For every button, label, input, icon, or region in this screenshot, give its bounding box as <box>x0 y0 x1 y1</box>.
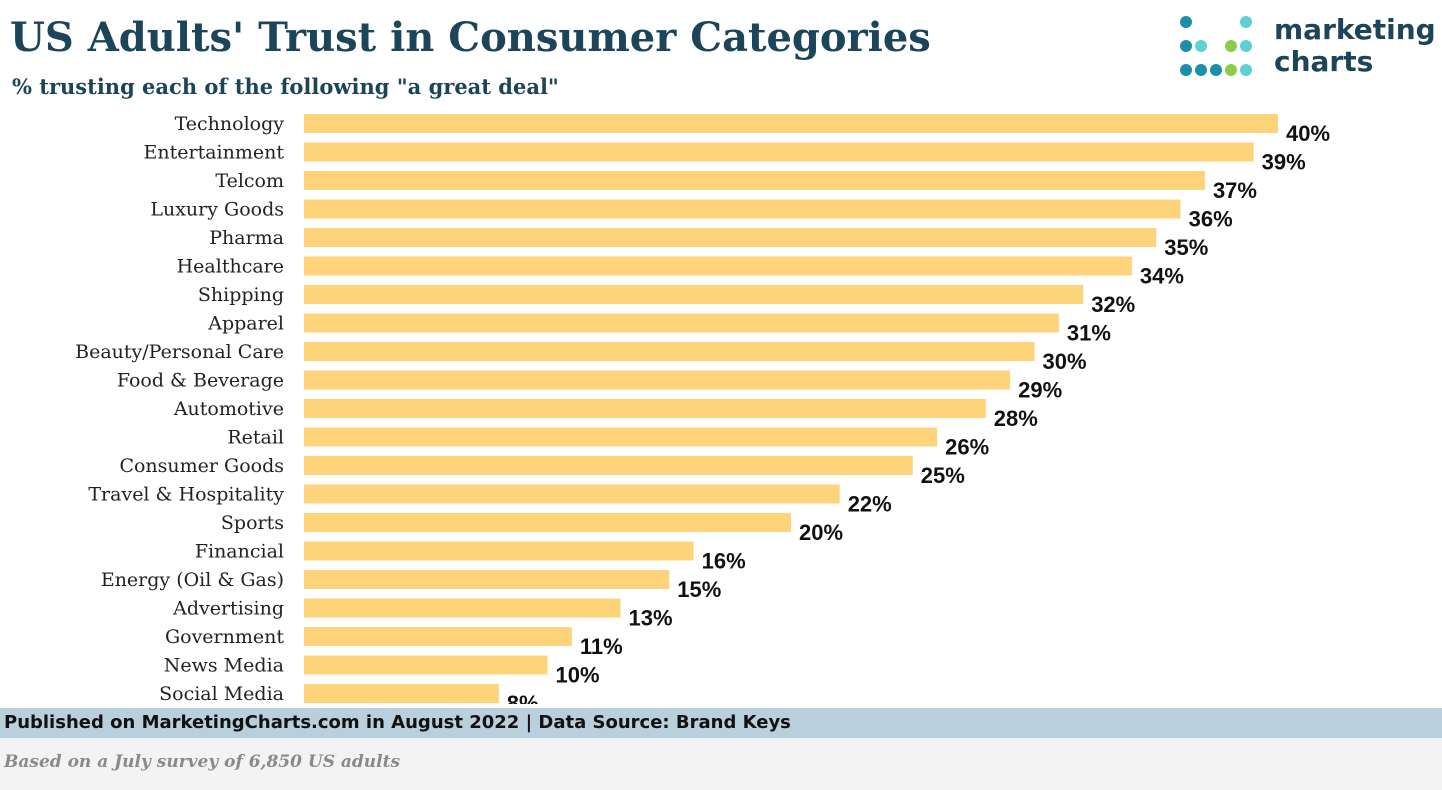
category-label: Entertainment <box>144 142 285 164</box>
bar <box>304 256 1132 276</box>
value-label: 39% <box>1262 150 1306 175</box>
category-label: Apparel <box>207 313 284 335</box>
category-label: Advertising <box>172 598 284 620</box>
category-label: Telcom <box>215 170 284 192</box>
category-label: Pharma <box>209 227 284 249</box>
logo-dot <box>1195 64 1207 76</box>
survey-note: Based on a July survey of 6,850 US adult… <box>4 752 401 772</box>
category-label: Technology <box>175 113 285 135</box>
logo-line1: marketing <box>1274 13 1436 46</box>
logo-dot <box>1180 64 1192 76</box>
value-label: 13% <box>629 606 673 631</box>
bar <box>304 114 1278 133</box>
bar <box>304 399 986 418</box>
bar <box>304 456 913 475</box>
value-label: 28% <box>994 406 1038 431</box>
bar <box>304 171 1205 190</box>
logo-dot <box>1240 16 1252 28</box>
logo-dot <box>1195 40 1207 52</box>
bar <box>304 541 694 561</box>
bar <box>304 484 840 504</box>
value-label: 36% <box>1189 207 1233 232</box>
logo-dot <box>1225 40 1237 52</box>
value-label: 22% <box>848 492 892 517</box>
category-label: Luxury Goods <box>150 199 284 221</box>
value-label: 20% <box>799 520 843 545</box>
value-label: 11% <box>580 634 623 659</box>
bar <box>304 513 791 532</box>
bar-chart: Technology 40% Entertainment 39% Telcom 37% Lu… <box>75 113 1330 704</box>
bar <box>304 228 1157 247</box>
category-label: Financial <box>195 541 284 563</box>
category-label: Automotive <box>173 398 284 420</box>
note-area: Based on a July survey of 6,850 US adult… <box>0 738 1442 790</box>
value-label: 30% <box>1043 349 1087 374</box>
category-label: Government <box>165 626 284 648</box>
bar <box>304 285 1084 304</box>
bar <box>304 598 621 618</box>
value-label: 8% <box>507 691 539 704</box>
bar <box>304 684 499 703</box>
category-label: Energy (Oil & Gas) <box>101 569 284 591</box>
category-label: Beauty/Personal Care <box>75 341 284 363</box>
category-label: Sports <box>221 512 284 534</box>
bar <box>304 370 1011 390</box>
logo-dot <box>1210 64 1222 76</box>
bar <box>304 427 938 447</box>
logo-dot <box>1180 16 1192 28</box>
value-label: 25% <box>921 463 965 488</box>
logo-text: marketing charts <box>1274 14 1436 78</box>
category-label: Retail <box>227 427 284 449</box>
marketing-charts-logo[interactable]: marketing charts <box>1178 14 1440 86</box>
logo-dot <box>1240 40 1252 52</box>
value-label: 29% <box>1018 378 1062 403</box>
logo-dot <box>1225 64 1237 76</box>
logo-dot <box>1180 40 1192 52</box>
category-label: Shipping <box>198 284 284 306</box>
bar <box>304 142 1254 162</box>
value-label: 15% <box>677 577 721 602</box>
value-label: 16% <box>702 549 746 574</box>
category-label: Travel & Hospitality <box>88 484 284 506</box>
value-label: 40% <box>1286 121 1330 146</box>
value-label: 32% <box>1091 292 1135 317</box>
bar <box>304 570 670 589</box>
bar <box>304 655 548 675</box>
category-label: News Media <box>164 655 284 677</box>
bar <box>304 199 1181 219</box>
footer-source: Published on MarketingCharts.com in Augu… <box>4 712 791 733</box>
value-label: 26% <box>945 435 989 460</box>
bar <box>304 342 1035 361</box>
category-label: Social Media <box>159 683 284 704</box>
category-label: Healthcare <box>177 256 284 278</box>
bar <box>304 313 1059 333</box>
value-label: 10% <box>556 663 600 688</box>
logo-dot <box>1240 64 1252 76</box>
category-label: Consumer Goods <box>119 455 284 477</box>
value-label: 31% <box>1067 321 1111 346</box>
value-label: 34% <box>1140 264 1184 289</box>
dot-grid-icon <box>1180 16 1252 76</box>
value-label: 37% <box>1213 178 1257 203</box>
chart-title: US Adults' Trust in Consumer Categories <box>10 14 931 61</box>
category-label: Food & Beverage <box>117 370 284 392</box>
value-label: 35% <box>1164 235 1208 260</box>
footer-bar: Published on MarketingCharts.com in Augu… <box>0 708 1442 738</box>
chart-subtitle: % trusting each of the following "a grea… <box>12 74 559 99</box>
bar <box>304 627 572 646</box>
logo-line2: charts <box>1274 45 1374 78</box>
